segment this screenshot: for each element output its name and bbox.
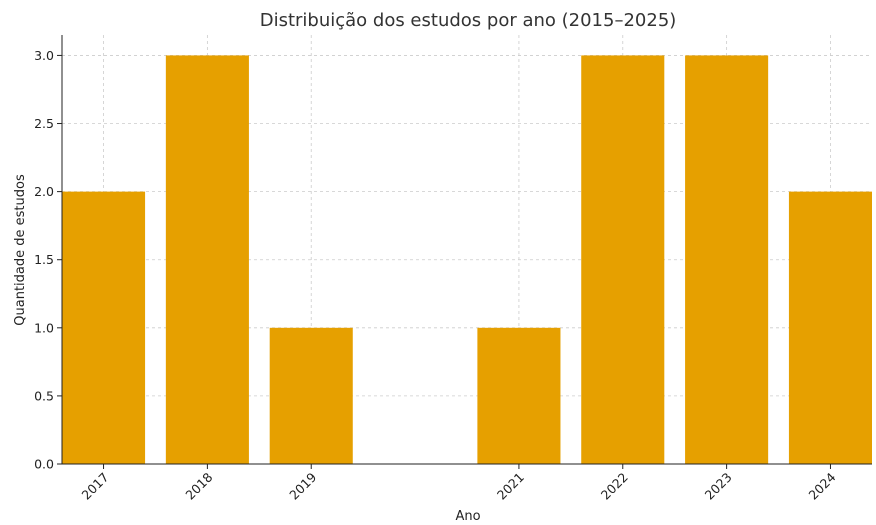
x-tick-label: 2021 xyxy=(494,470,527,503)
x-axis-label: Ano xyxy=(455,509,480,524)
y-tick-label: 3.0 xyxy=(34,48,54,63)
y-tick-label: 2.0 xyxy=(34,184,54,199)
bar-2018 xyxy=(165,55,249,465)
x-tick-label: 2022 xyxy=(598,470,631,503)
y-axis-label: Quantidade de estudos xyxy=(13,174,28,326)
x-tick-label: 2018 xyxy=(182,469,215,502)
y-tick-label: 0.0 xyxy=(34,457,54,472)
y-tick-label: 1.0 xyxy=(34,320,54,335)
x-tick-label: 2024 xyxy=(805,469,838,502)
bar-2023 xyxy=(685,55,769,465)
bar-2019 xyxy=(269,327,353,464)
bar-2022 xyxy=(581,55,665,465)
bar-2021 xyxy=(477,327,561,464)
x-tick-label: 2017 xyxy=(79,470,112,503)
x-tick-label: 2019 xyxy=(286,469,319,502)
bar-2017 xyxy=(62,191,146,464)
bar-layer xyxy=(62,55,872,465)
y-tick-label: 0.5 xyxy=(34,388,54,403)
bar-2024 xyxy=(788,191,872,464)
y-tick-label: 1.5 xyxy=(34,252,54,267)
y-tick-label: 2.5 xyxy=(34,116,54,131)
chart-title: Distribuição dos estudos por ano (2015–2… xyxy=(260,10,677,31)
x-tick-label: 2023 xyxy=(702,470,735,503)
